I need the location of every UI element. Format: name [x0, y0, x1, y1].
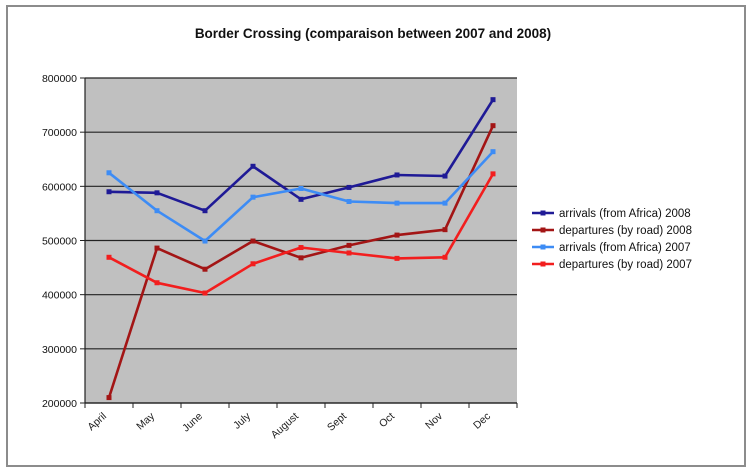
legend-item: departures (by road) 2007	[532, 259, 692, 271]
x-tick-label: July	[231, 410, 253, 432]
data-point	[106, 189, 112, 195]
data-point	[490, 171, 496, 177]
x-tick-label: Nov	[423, 410, 445, 432]
data-point	[442, 227, 448, 233]
data-point	[298, 245, 304, 251]
legend-label: arrivals (from Africa) 2008	[559, 208, 691, 220]
series	[106, 123, 496, 401]
data-point	[442, 173, 448, 179]
data-point	[298, 196, 304, 202]
data-point	[250, 194, 256, 200]
data-point	[346, 184, 352, 190]
data-point	[154, 245, 160, 251]
x-tick-label: August	[269, 410, 301, 441]
legend-swatch-marker	[540, 210, 546, 216]
data-point	[106, 254, 112, 260]
legend-label: departures (by road) 2007	[559, 259, 692, 271]
x-tick-label: June	[180, 410, 205, 434]
y-tick-label: 200000	[42, 398, 77, 410]
data-point	[154, 208, 160, 214]
data-point	[394, 172, 400, 178]
y-tick-label: 700000	[42, 127, 77, 139]
data-point	[490, 149, 496, 155]
legend-item: arrivals (from Africa) 2008	[532, 208, 691, 220]
data-point	[346, 250, 352, 256]
data-point	[346, 242, 352, 248]
data-point	[298, 186, 304, 191]
legend-swatch-marker	[540, 261, 546, 267]
x-axis: April May June July August Sept Oct Nov Dec	[84, 403, 518, 441]
data-point	[490, 123, 496, 129]
x-tick-label: Oct	[377, 410, 397, 430]
data-point	[250, 238, 256, 244]
data-point	[346, 199, 352, 204]
y-axis: 200000 300000 400000 500000 600000 700000 8000…	[42, 73, 85, 410]
legend-swatch-marker	[540, 244, 546, 250]
data-point	[250, 261, 256, 267]
x-tick-label: Sept	[325, 410, 349, 433]
data-point	[250, 163, 256, 169]
legend-label: arrivals (from Africa) 2007	[559, 242, 691, 254]
series	[106, 171, 496, 296]
legend-item: departures (by road) 2008	[532, 225, 692, 237]
y-tick-label: 400000	[42, 290, 77, 302]
y-tick-label: 600000	[42, 181, 77, 193]
data-point	[442, 254, 448, 260]
data-point	[394, 255, 400, 261]
y-tick-label: 500000	[42, 236, 77, 248]
x-tick-label: May	[134, 410, 157, 433]
data-point	[298, 255, 304, 261]
data-point	[202, 238, 208, 244]
data-point	[106, 395, 112, 401]
series	[106, 149, 496, 244]
gridlines	[84, 77, 517, 404]
series-group	[106, 97, 496, 401]
y-tick-label: 300000	[42, 344, 77, 356]
data-point	[442, 200, 448, 206]
legend-swatch-marker	[540, 227, 546, 233]
data-point	[202, 266, 208, 272]
data-point	[490, 97, 496, 103]
data-point	[394, 200, 400, 206]
chart-title: Border Crossing (comparaison between 200…	[195, 26, 551, 41]
data-point	[394, 232, 400, 238]
data-point	[106, 170, 112, 176]
data-point	[154, 280, 160, 286]
data-point	[202, 208, 208, 214]
x-tick-label: April	[85, 410, 109, 433]
data-point	[154, 190, 160, 196]
x-tick-label: Dec	[471, 410, 493, 431]
legend: arrivals (from Africa) 2008 departures (b…	[532, 208, 692, 271]
legend-item: arrivals (from Africa) 2007	[532, 242, 691, 254]
series	[106, 97, 496, 214]
legend-label: departures (by road) 2008	[559, 225, 692, 237]
y-tick-label: 800000	[42, 73, 77, 85]
data-point	[202, 290, 208, 296]
